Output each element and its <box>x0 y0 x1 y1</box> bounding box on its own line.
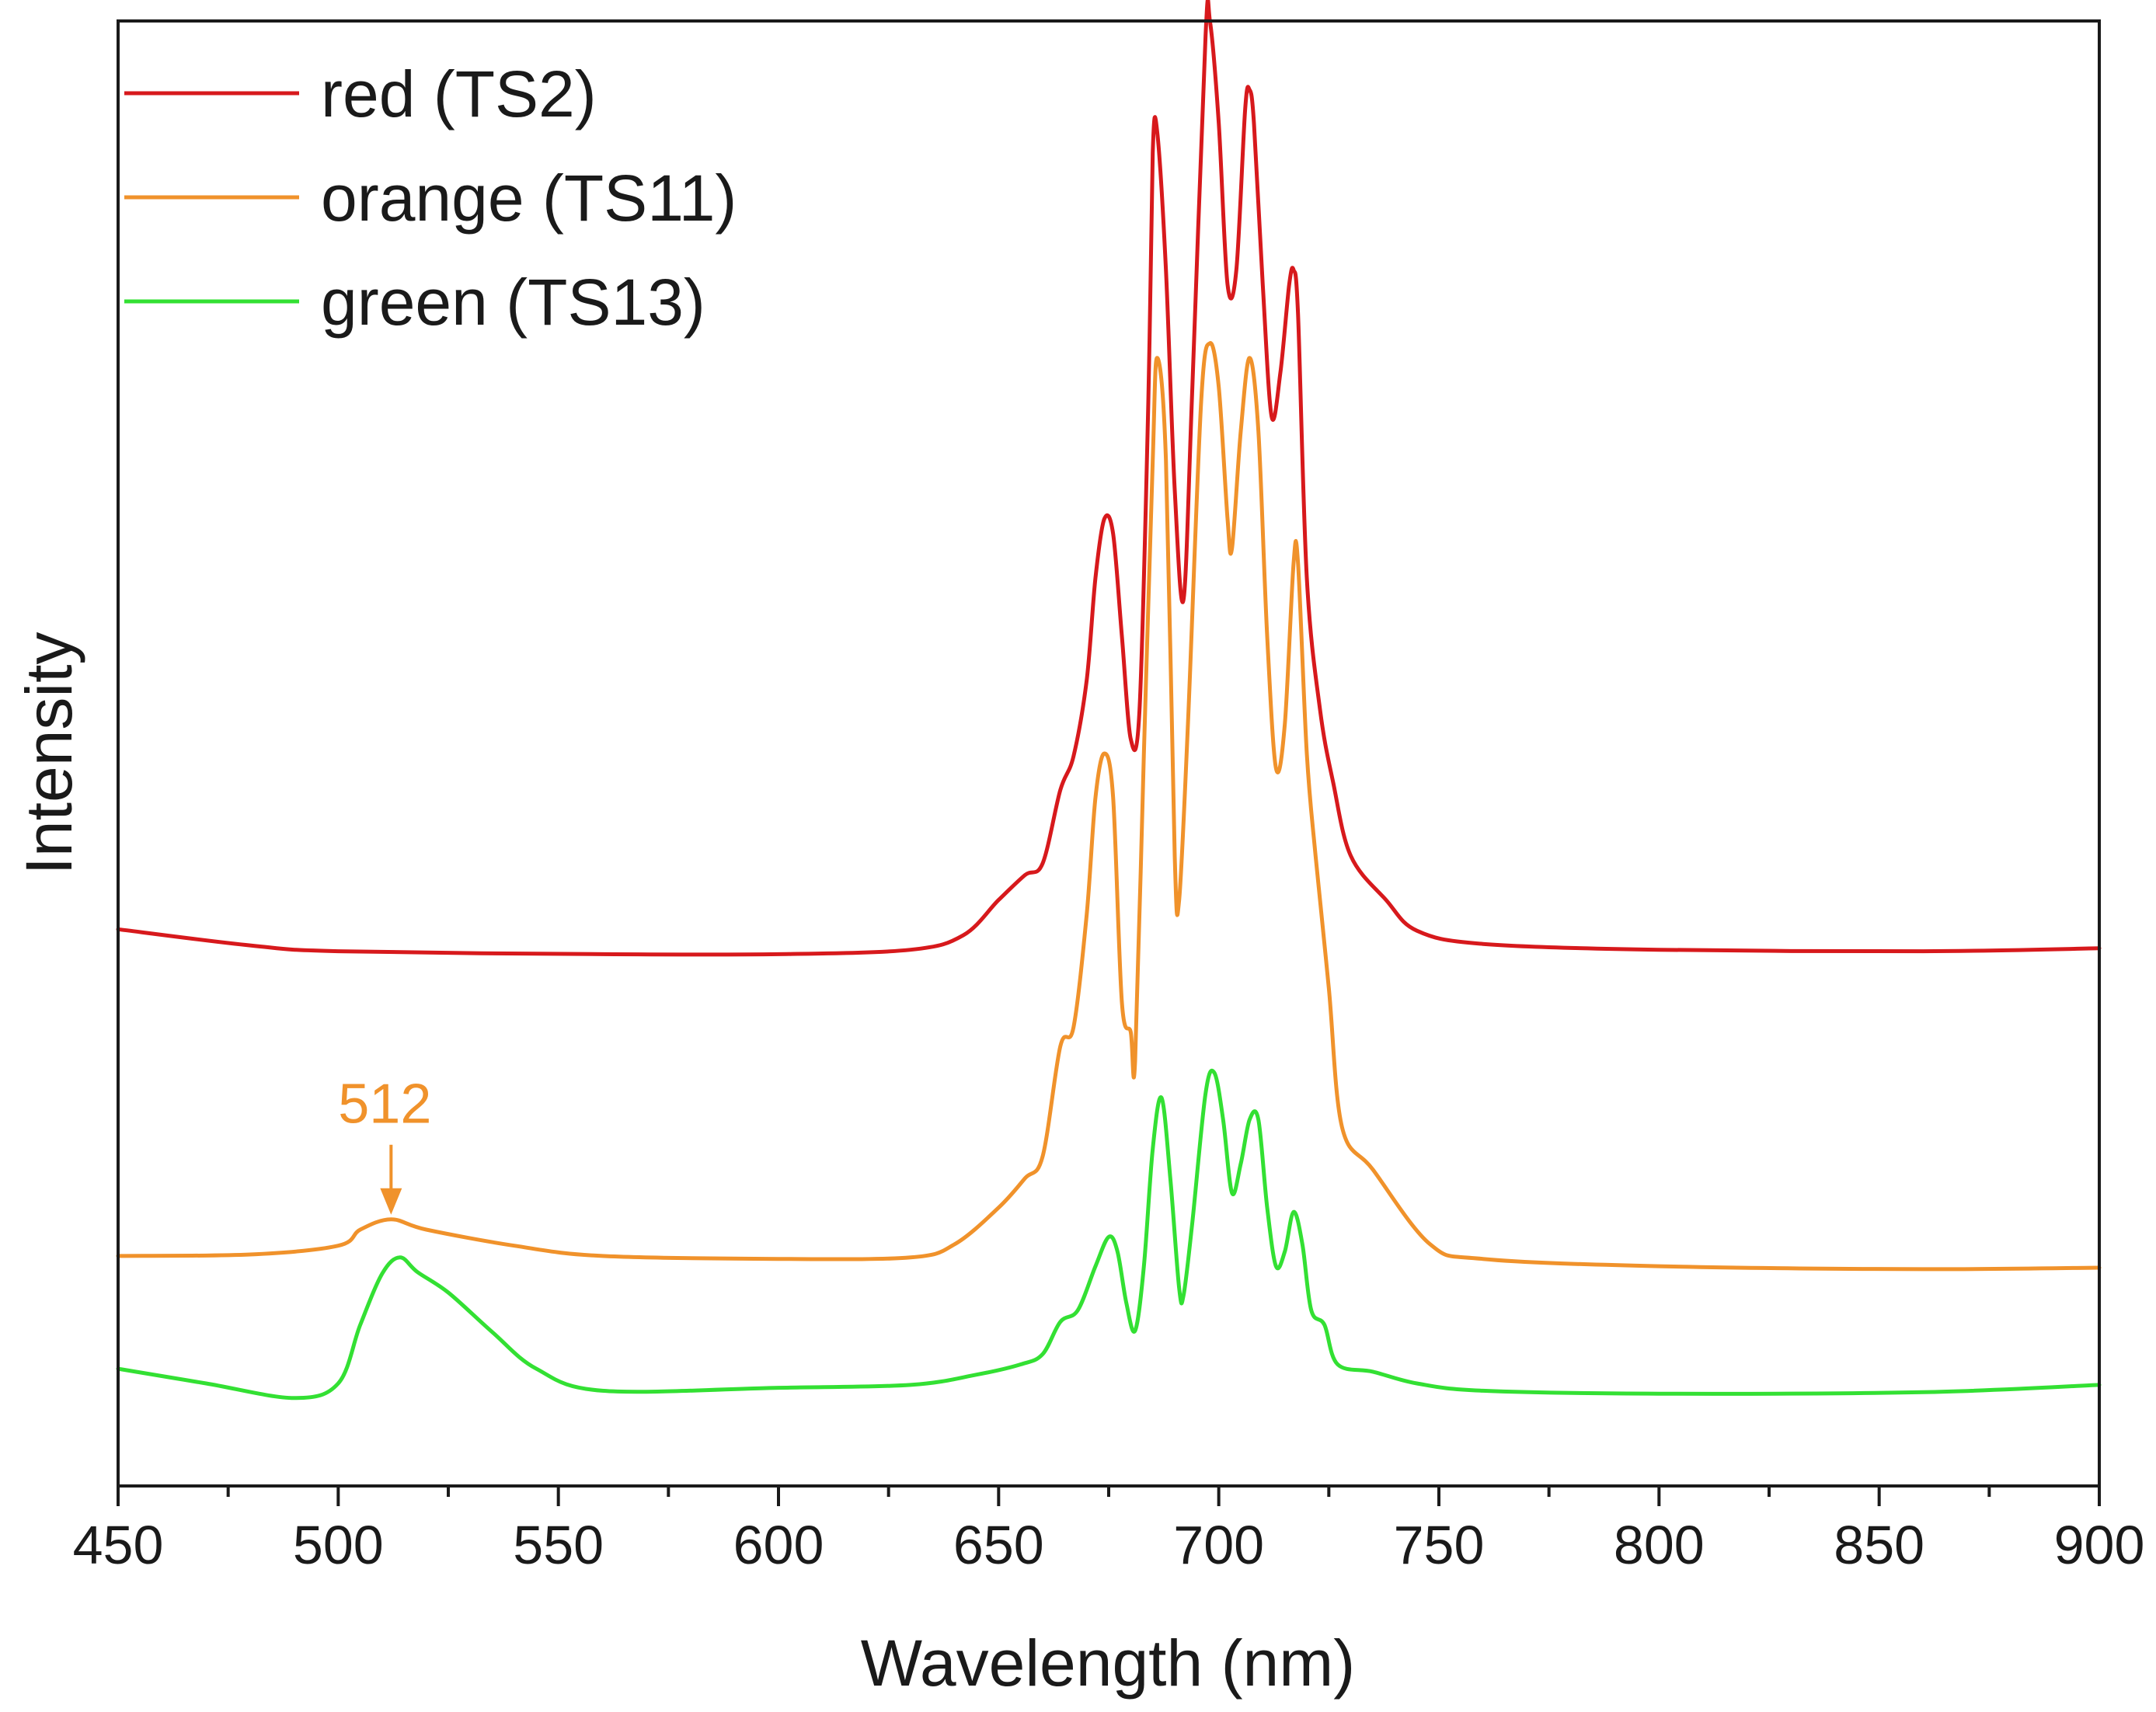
annotation-label: 512 <box>338 1073 431 1136</box>
x-tick-label: 800 <box>1614 1515 1705 1575</box>
annotation-arrow-head <box>380 1188 402 1215</box>
x-axis-title: Wavelength (nm) <box>861 1627 1355 1700</box>
x-tick-label: 650 <box>953 1515 1044 1575</box>
series-line-green <box>116 1068 2102 1401</box>
x-tick-label: 850 <box>1834 1515 1924 1575</box>
x-tick-label: 900 <box>2054 1515 2145 1575</box>
legend-label-green: green (TS13) <box>321 266 705 339</box>
x-tick-label: 700 <box>1173 1515 1264 1575</box>
x-tick-label: 500 <box>293 1515 384 1575</box>
legend-label-red: red (TS2) <box>321 57 597 130</box>
y-axis-title: Intensity <box>12 632 85 875</box>
x-tick-label: 450 <box>73 1515 164 1575</box>
x-tick-label: 600 <box>733 1515 824 1575</box>
series-line-red <box>116 0 2102 957</box>
x-tick-label: 550 <box>513 1515 604 1575</box>
legend-label-orange: orange (TS11) <box>321 162 737 235</box>
annotation-layer: 512 <box>338 1073 431 1215</box>
legend: red (TS2) orange (TS11) green (TS13) <box>124 57 737 339</box>
x-tick-label: 750 <box>1394 1515 1485 1575</box>
series-line-orange <box>116 341 2102 1272</box>
series-layer <box>116 0 2102 1401</box>
x-axis: 450 500 550 600 650 700 750 800 850 900 <box>73 1486 2145 1575</box>
